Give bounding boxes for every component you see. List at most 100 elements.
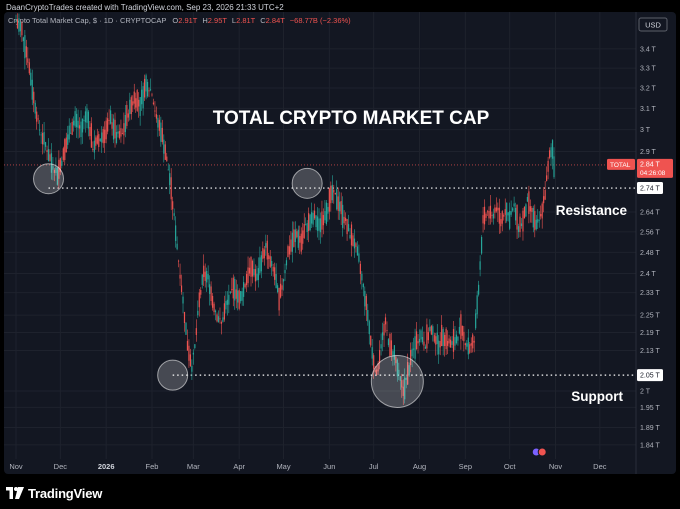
candle-body [130,97,132,115]
candle-body [396,359,398,377]
candle-body [186,340,189,351]
candle-body [414,336,416,359]
candle-body [148,90,150,92]
candle-body [512,208,514,211]
candle-body [259,257,261,274]
candle-body [107,118,109,132]
candle-body [277,285,279,292]
candle-body [53,169,56,173]
price-tick-label: 1.95 T [640,405,660,412]
candle-body [476,295,478,315]
candle-body [358,253,360,262]
candle-body [345,217,347,221]
candle-body [489,205,492,219]
candle-body [321,211,323,230]
candle-body [367,310,369,322]
candle-body [543,196,545,204]
candle-body [460,314,462,339]
candle-body [404,377,406,400]
candle-body [523,206,526,219]
candle-body [250,257,252,277]
candle-body [287,246,289,258]
time-axis-ticks: Nov Dec 2026 Feb Mar Apr May Jun Jul Aug Sep Oct Nov… [9,462,606,471]
candle-body [104,129,106,144]
candle-body [197,310,199,316]
event-marker-icon [537,447,547,457]
candle-body [164,144,166,160]
symbol-tag-bg [607,158,635,170]
time-tick-label: May [276,462,290,471]
tradingview-footer: TradingView [6,484,102,502]
price-chart[interactable]: Crypto Total Market Cap, $ · 1D · CRYPTO… [4,12,676,474]
candle-body [96,135,98,144]
candle-body [114,119,116,139]
candle-body [308,213,310,231]
candle-body [546,175,548,181]
candle-body [149,89,152,91]
candle-body [534,211,536,231]
candle-body [547,160,549,172]
candle-body [216,314,218,322]
event-markers[interactable] [531,447,547,457]
candle-body [500,219,502,227]
candle-body [432,326,434,335]
price-axis-ticks: 3.4 T 3.3 T 3.2 T 3.1 T 3 T 2.9 T 2.64 T 2.56 T… [640,46,660,449]
candle-body [229,291,231,294]
candle-body [309,214,311,231]
candle-body [76,113,78,128]
candle-body [469,344,471,353]
candle-body [251,260,254,277]
candle-body [418,338,421,343]
candle-body [337,196,339,211]
candle-body [70,132,72,134]
candle-body [417,341,419,344]
candle-body [410,349,412,366]
candle-body [145,75,147,92]
candle-body [67,134,69,145]
candle-body [143,78,146,98]
symbol-tag: TOTAL [610,162,631,169]
currency-label: USD [645,21,661,30]
candle-body [300,233,302,252]
time-tick-label: Jun [323,462,335,471]
candle-body [256,273,258,281]
candle-body [429,326,431,331]
time-tick-label: Mar [187,462,200,471]
candle-body [217,316,220,322]
candle-body [495,207,497,212]
candle-body [529,206,531,212]
candle-body [56,167,58,185]
chart-frame[interactable]: Crypto Total Market Cap, $ · 1D · CRYPTO… [4,12,676,474]
candle-body [318,218,320,231]
candle-body [376,369,378,375]
candle-body [352,235,354,247]
candle-body [222,317,224,322]
support-tag: 2.05 T [640,373,660,380]
candle-body [160,122,162,142]
candle-body [180,285,183,292]
last-price-tag-bg [637,158,673,178]
candle-body [537,219,539,223]
candle-body [540,213,542,217]
price-tick-label: 1.89 T [640,425,660,432]
candle-body [268,255,270,260]
candle-body [279,283,282,298]
candle-body [50,153,53,173]
candle-body [89,127,91,137]
candle-body [291,232,293,252]
candle-body [408,365,410,376]
candle-body [245,274,248,286]
legend-open: 2.91T [178,16,198,25]
candle-body [136,90,138,111]
candle-body [240,291,242,302]
candle-body [478,284,480,295]
candle-body [525,204,527,217]
candle-body [305,224,307,226]
candle-body [336,189,338,210]
candle-body [61,160,63,166]
currency-button[interactable] [638,17,668,32]
candle-body [520,223,523,227]
candle-body [362,283,364,288]
candle-body [405,377,407,380]
candle-body [16,19,19,29]
